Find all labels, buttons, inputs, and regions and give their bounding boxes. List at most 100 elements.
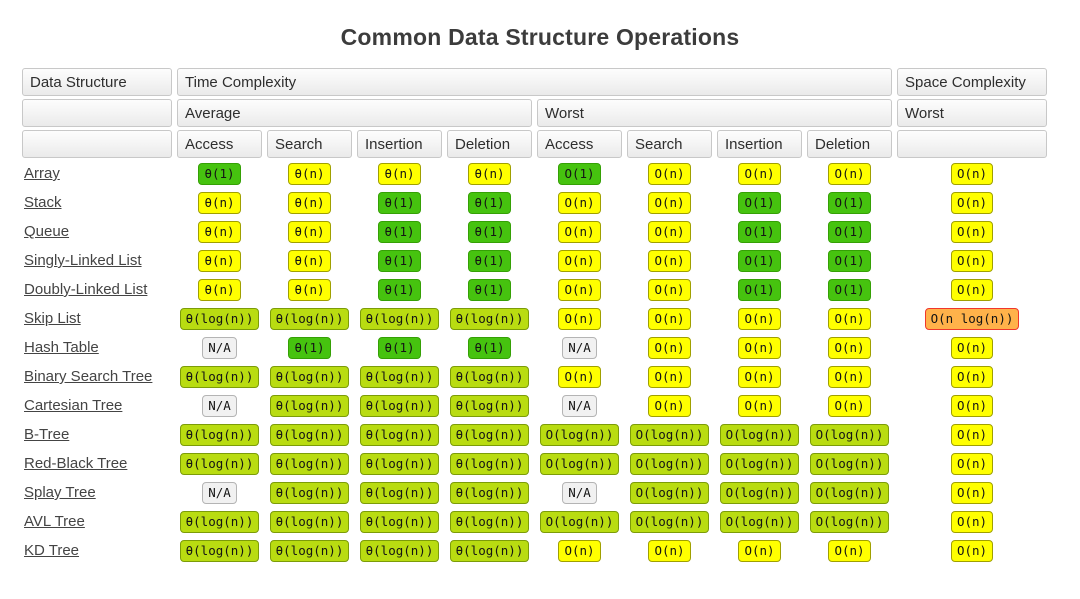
- complexity-cell: O(n): [897, 422, 1047, 448]
- row-label-cell: B-Tree: [22, 422, 172, 448]
- complexity-badge: θ(log(n)): [269, 307, 350, 331]
- complexity-badge: θ(1): [198, 162, 241, 186]
- complexity-badge: O(n): [558, 365, 601, 389]
- row-link-splay-tree[interactable]: Splay Tree: [24, 484, 96, 501]
- complexity-badge: θ(log(n)): [269, 452, 350, 476]
- complexity-badge: O(n): [648, 278, 691, 302]
- complexity-cell: O(n): [717, 161, 802, 187]
- complexity-cell: O(n): [717, 393, 802, 419]
- row-link-skip-list[interactable]: Skip List: [24, 310, 81, 327]
- complexity-badge: θ(1): [378, 336, 421, 360]
- complexity-badge: θ(log(n)): [359, 481, 440, 505]
- complexity-cell: θ(n): [177, 277, 262, 303]
- col-header-time-complexity: Time Complexity: [177, 68, 892, 96]
- complexity-cell: θ(1): [447, 248, 532, 274]
- complexity-badge: O(n): [738, 336, 781, 360]
- complexity-badge: O(n): [950, 336, 994, 360]
- row-label-cell: Stack: [22, 190, 172, 216]
- complexity-badge: O(n): [828, 162, 871, 186]
- complexity-cell: O(n): [627, 190, 712, 216]
- complexity-badge: θ(log(n)): [449, 510, 530, 534]
- row-link-singly-linked-list[interactable]: Singly-Linked List: [24, 252, 142, 269]
- complexity-cell: θ(log(n)): [357, 422, 442, 448]
- complexity-cell: θ(n): [357, 161, 442, 187]
- col-header-data-structure: Data Structure: [22, 68, 172, 96]
- row-link-avl-tree[interactable]: AVL Tree: [24, 513, 85, 530]
- complexity-cell: O(n): [537, 364, 622, 390]
- complexity-badge: O(n): [950, 452, 994, 476]
- complexity-badge: O(log(n)): [629, 481, 710, 505]
- row-link-queue[interactable]: Queue: [24, 223, 70, 240]
- complexity-cell: O(n): [717, 364, 802, 390]
- complexity-cell: θ(log(n)): [267, 422, 352, 448]
- complexity-cell: θ(n): [267, 190, 352, 216]
- complexity-cell: O(n): [627, 306, 712, 332]
- table-row: Queue θ(n) θ(n) θ(1) θ(1) O(n) O(n) O(1) O(1) O(n…: [22, 219, 1047, 245]
- row-label-cell: Singly-Linked List: [22, 248, 172, 274]
- complexity-cell: O(n): [717, 306, 802, 332]
- page-title: Common Data Structure Operations: [340, 24, 740, 50]
- row-label-cell: Cartesian Tree: [22, 393, 172, 419]
- complexity-cell: O(log(n)): [717, 451, 802, 477]
- complexity-badge: O(n): [950, 162, 994, 186]
- row-label-cell: Red-Black Tree: [22, 451, 172, 477]
- table-row: Cartesian Tree N/A θ(log(n)) θ(log(n)) θ(log…: [22, 393, 1047, 419]
- complexity-cell: O(log(n)): [537, 422, 622, 448]
- complexity-cell: O(n): [537, 190, 622, 216]
- complexity-cell: O(1): [807, 277, 892, 303]
- row-link-b-tree[interactable]: B-Tree: [24, 426, 70, 443]
- complexity-badge: θ(n): [378, 162, 421, 186]
- row-label-cell: Skip List: [22, 306, 172, 332]
- complexity-badge: θ(log(n)): [179, 423, 260, 447]
- row-link-array[interactable]: Array: [24, 165, 60, 182]
- complexity-badge: N/A: [562, 336, 597, 360]
- complexity-badge: O(1): [828, 249, 871, 273]
- complexity-badge: θ(n): [288, 249, 331, 273]
- complexity-badge: O(n): [950, 539, 994, 563]
- complexity-badge: θ(log(n)): [359, 510, 440, 534]
- complexity-badge: θ(log(n)): [449, 452, 530, 476]
- row-link-stack[interactable]: Stack: [24, 194, 62, 211]
- complexity-cell: θ(log(n)): [177, 422, 262, 448]
- complexity-cell: O(n): [627, 219, 712, 245]
- complexity-cell: θ(log(n)): [267, 393, 352, 419]
- complexity-badge: θ(n): [198, 220, 241, 244]
- complexity-badge: O(log(n)): [719, 510, 800, 534]
- complexity-badge: θ(1): [468, 249, 511, 273]
- complexity-cell: θ(log(n)): [357, 538, 442, 564]
- complexity-cell: θ(log(n)): [447, 306, 532, 332]
- complexity-badge: O(log(n)): [629, 452, 710, 476]
- complexity-cell: θ(log(n)): [357, 393, 442, 419]
- row-link-cartesian-tree[interactable]: Cartesian Tree: [24, 397, 123, 414]
- row-link-hash-table[interactable]: Hash Table: [24, 339, 99, 356]
- complexity-badge: θ(log(n)): [179, 510, 260, 534]
- complexity-badge: O(n): [648, 162, 691, 186]
- row-link-doubly-linked-list[interactable]: Doubly-Linked List: [24, 281, 148, 298]
- header-row-operations: Access Search Insertion Deletion Access …: [22, 130, 1047, 158]
- complexity-badge: O(log(n)): [539, 452, 620, 476]
- complexity-badge: θ(log(n)): [179, 539, 260, 563]
- row-link-red-black-tree[interactable]: Red-Black Tree: [24, 455, 128, 472]
- complexity-cell: N/A: [177, 335, 262, 361]
- complexity-badge: θ(1): [378, 249, 421, 273]
- complexity-cell: O(n): [807, 393, 892, 419]
- complexity-badge: O(n): [950, 278, 994, 302]
- complexity-badge: O(n): [738, 307, 781, 331]
- complexity-badge: O(n): [828, 336, 871, 360]
- complexity-cell: θ(log(n)): [267, 451, 352, 477]
- complexity-cell: O(log(n)): [807, 480, 892, 506]
- complexity-cell: θ(1): [267, 335, 352, 361]
- complexity-cell: O(1): [807, 190, 892, 216]
- col-header-avg-deletion: Deletion: [447, 130, 532, 158]
- row-link-kd-tree[interactable]: KD Tree: [24, 542, 80, 559]
- complexity-badge: O(log(n)): [629, 423, 710, 447]
- complexity-cell: O(n): [897, 364, 1047, 390]
- row-link-binary-search-tree[interactable]: Binary Search Tree: [24, 368, 153, 385]
- table-row: KD Tree θ(log(n)) θ(log(n)) θ(log(n)) θ(log(…: [22, 538, 1047, 564]
- complexity-badge: O(n): [950, 481, 994, 505]
- complexity-badge: O(log(n)): [539, 423, 620, 447]
- complexity-badge: O(log(n)): [719, 452, 800, 476]
- complexity-cell: N/A: [177, 480, 262, 506]
- complexity-cell: θ(n): [447, 161, 532, 187]
- complexity-cell: O(log(n)): [627, 451, 712, 477]
